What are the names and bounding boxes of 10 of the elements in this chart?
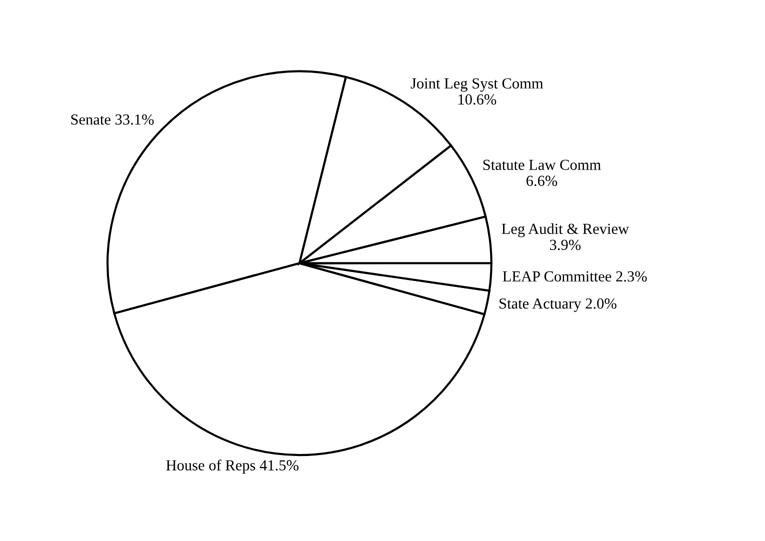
slice-label: State Actuary 2.0%: [500, 298, 616, 312]
slice-label: Leg Audit & Review: [502, 223, 629, 238]
data-label: 10.6%: [458, 94, 496, 105]
slice-label: Statute Law Comm: [483, 160, 601, 170]
slice-label: LEAP Committee 2.3%: [502, 271, 647, 282]
data-label: 6.6%: [526, 176, 558, 186]
slice-label: House of Reps 41.5%: [166, 460, 298, 474]
slice-label: Joint Leg Syst Comm: [410, 78, 544, 92]
data-label: 3.9%: [550, 240, 581, 250]
slice-label: Senate 33.1%: [71, 114, 154, 125]
